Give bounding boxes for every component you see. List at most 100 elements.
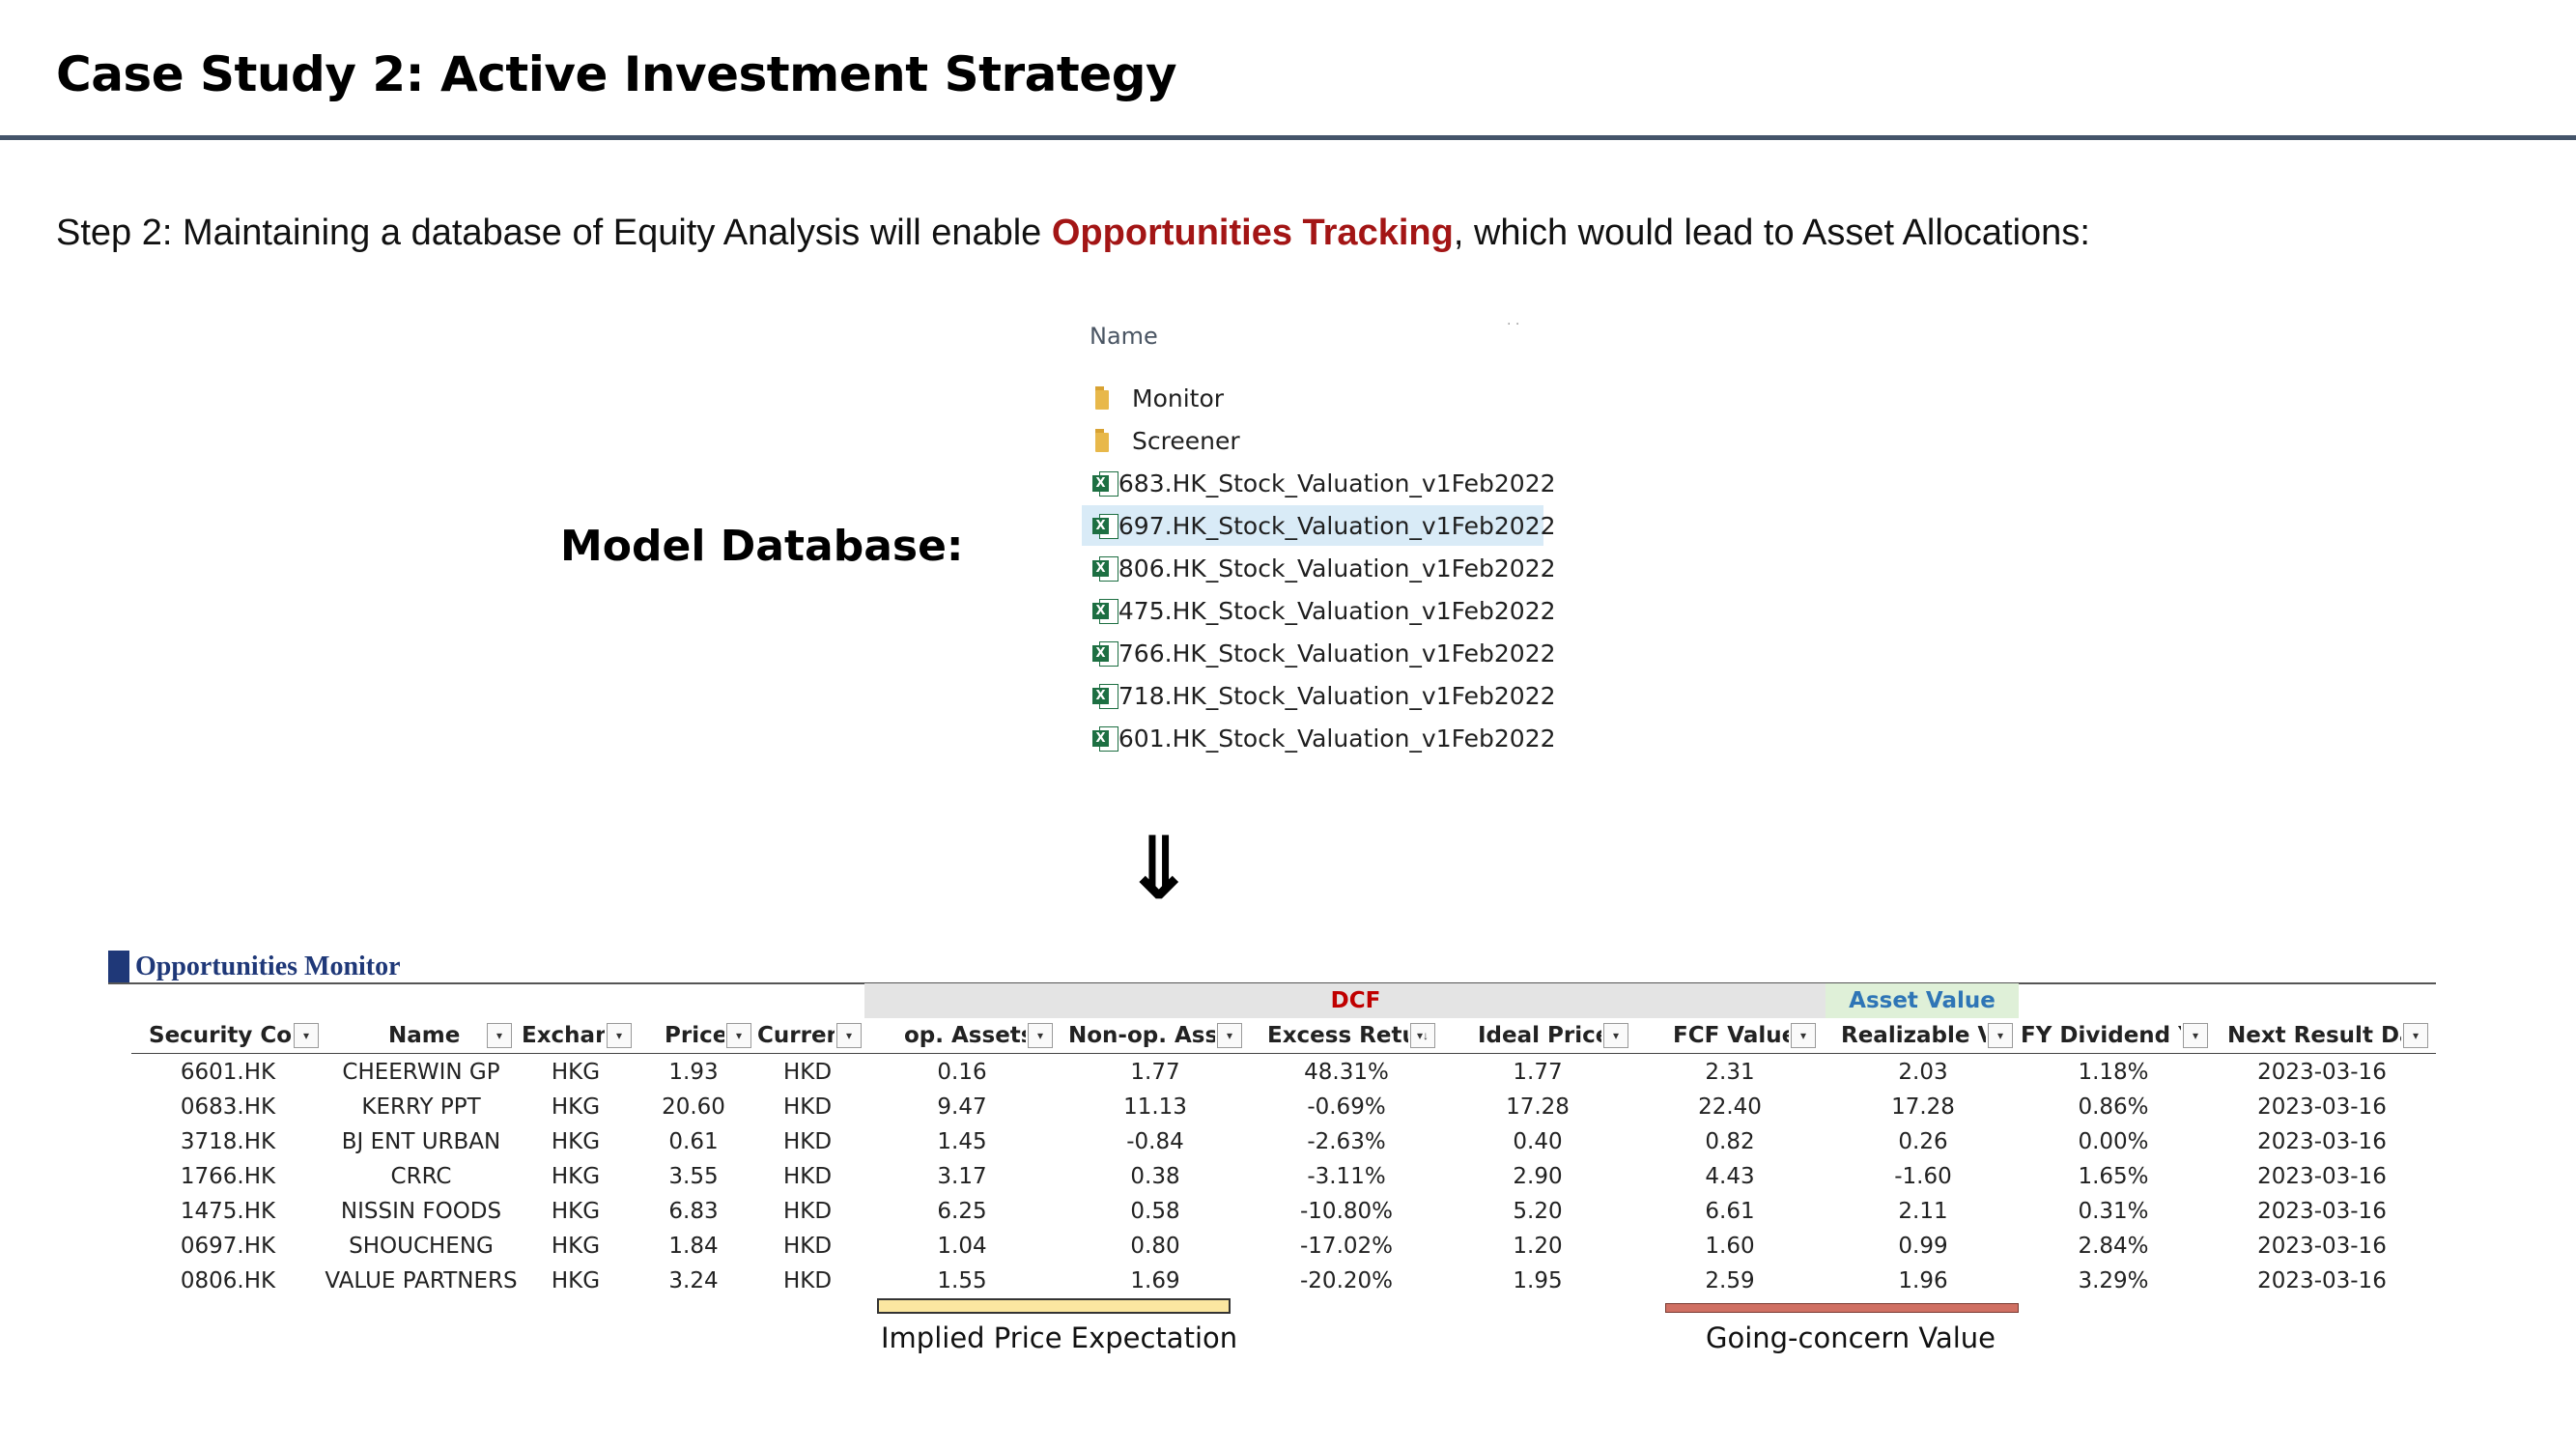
filter-dropdown-icon[interactable]: ▾ — [1028, 1023, 1053, 1048]
table-cell[interactable]: 0.82 — [1624, 1124, 1836, 1159]
table-cell[interactable]: 6.25 — [856, 1194, 1068, 1229]
file-item[interactable]: X 1766.HK_Stock_Valuation_v1Feb2022 — [1082, 633, 1543, 673]
table-cell[interactable]: 1.95 — [1431, 1264, 1644, 1298]
table-cell[interactable]: 0806.HK — [122, 1264, 334, 1298]
table-cell[interactable]: 0.16 — [856, 1055, 1068, 1090]
filter-dropdown-icon[interactable]: ▾ — [1988, 1023, 2013, 1048]
folder-item[interactable]: Monitor — [1082, 378, 1543, 418]
table-row[interactable]: 1766.HK CRRC HKG 3.55 HKD 3.17 0.38 -3.11% 2.90 4… — [131, 1159, 2436, 1194]
filter-dropdown-icon[interactable]: ▾ — [1791, 1023, 1816, 1048]
table-cell[interactable]: 3.17 — [856, 1159, 1068, 1194]
table-cell[interactable]: 6601.HK — [122, 1055, 334, 1090]
table-cell[interactable]: 2023-03-16 — [2216, 1159, 2428, 1194]
file-item[interactable]: X 0697.HK_Stock_Valuation_v1Feb2022 — [1082, 505, 1543, 546]
table-row[interactable]: 0697.HK SHOUCHENG HKG 1.84 HKD 1.04 0.80 -17.02… — [131, 1229, 2436, 1264]
table-cell[interactable]: 9.47 — [856, 1090, 1068, 1124]
table-cell[interactable]: -17.02% — [1240, 1229, 1453, 1264]
table-cell[interactable]: 1.04 — [856, 1229, 1068, 1264]
table-cell[interactable]: 2.03 — [1817, 1055, 2029, 1090]
column-header[interactable]: Next Result Dat — [2227, 1018, 2401, 1053]
table-cell[interactable]: 4.43 — [1624, 1159, 1836, 1194]
filter-dropdown-icon[interactable]: ▾ — [1603, 1023, 1628, 1048]
table-row[interactable]: 6601.HK CHEERWIN GP HKG 1.93 HKD 0.16 1.77 48.3… — [131, 1055, 2436, 1090]
column-resize-handle[interactable]: · · — [1507, 317, 1519, 332]
table-cell[interactable]: 17.28 — [1431, 1090, 1644, 1124]
file-item[interactable]: X 0683.HK_Stock_Valuation_v1Feb2022 — [1082, 463, 1543, 503]
table-cell[interactable]: 0.86% — [2007, 1090, 2220, 1124]
table-row[interactable]: 1475.HK NISSIN FOODS HKG 6.83 HKD 6.25 0.58 -10… — [131, 1194, 2436, 1229]
column-header[interactable]: Excess Retur — [1267, 1018, 1408, 1053]
table-cell[interactable]: 2.59 — [1624, 1264, 1836, 1298]
table-cell[interactable]: 1.77 — [1431, 1055, 1644, 1090]
filter-dropdown-icon[interactable]: ▾ — [2183, 1023, 2208, 1048]
table-cell[interactable]: 1.96 — [1817, 1264, 2029, 1298]
column-header[interactable]: Name — [388, 1018, 485, 1053]
column-header[interactable]: Ideal Price — [1478, 1018, 1601, 1053]
file-item[interactable]: X 1475.HK_Stock_Valuation_v1Feb2022 — [1082, 590, 1543, 631]
column-header[interactable]: Exchan — [522, 1018, 605, 1053]
table-cell[interactable]: 1.20 — [1431, 1229, 1644, 1264]
table-cell[interactable]: 11.13 — [1049, 1090, 1261, 1124]
table-cell[interactable]: 0.26 — [1817, 1124, 2029, 1159]
filter-dropdown-icon[interactable]: ▾ — [607, 1023, 632, 1048]
table-cell[interactable]: 2023-03-16 — [2216, 1229, 2428, 1264]
table-cell[interactable]: 2023-03-16 — [2216, 1055, 2428, 1090]
sort-filter-dropdown-icon[interactable]: ▾↓ — [1410, 1023, 1435, 1048]
filter-dropdown-icon[interactable]: ▾ — [726, 1023, 751, 1048]
filter-dropdown-icon[interactable]: ▾ — [487, 1023, 512, 1048]
table-cell[interactable]: -3.11% — [1240, 1159, 1453, 1194]
table-cell[interactable]: 0.40 — [1431, 1124, 1644, 1159]
table-cell[interactable]: -0.84 — [1049, 1124, 1261, 1159]
table-cell[interactable]: -10.80% — [1240, 1194, 1453, 1229]
table-cell[interactable]: 1.60 — [1624, 1229, 1836, 1264]
filter-dropdown-icon[interactable]: ▾ — [1217, 1023, 1242, 1048]
column-header[interactable]: Realizable VF — [1841, 1018, 1986, 1053]
table-cell[interactable]: -0.69% — [1240, 1090, 1453, 1124]
table-cell[interactable]: 1.55 — [856, 1264, 1068, 1298]
table-cell[interactable]: 1.77 — [1049, 1055, 1261, 1090]
table-cell[interactable]: 0.58 — [1049, 1194, 1261, 1229]
table-cell[interactable]: -2.63% — [1240, 1124, 1453, 1159]
table-row[interactable]: 0806.HK VALUE PARTNERS HKG 3.24 HKD 1.55 1.69 -… — [131, 1264, 2436, 1298]
table-cell[interactable]: 2023-03-16 — [2216, 1264, 2428, 1298]
table-row[interactable]: 0683.HK KERRY PPT HKG 20.60 HKD 9.47 11.13 -0.6… — [131, 1090, 2436, 1124]
table-cell[interactable]: 48.31% — [1240, 1055, 1453, 1090]
filter-dropdown-icon[interactable]: ▾ — [2403, 1023, 2428, 1048]
table-cell[interactable]: 2023-03-16 — [2216, 1124, 2428, 1159]
filter-dropdown-icon[interactable]: ▾ — [836, 1023, 862, 1048]
table-cell[interactable]: 1475.HK — [122, 1194, 334, 1229]
table-cell[interactable]: 17.28 — [1817, 1090, 2029, 1124]
table-cell[interactable]: -20.20% — [1240, 1264, 1453, 1298]
folder-item[interactable]: Screener — [1082, 420, 1543, 461]
table-cell[interactable]: 0.38 — [1049, 1159, 1261, 1194]
table-cell[interactable]: 2.84% — [2007, 1229, 2220, 1264]
column-header[interactable]: op. Assets — [904, 1018, 1026, 1053]
table-row[interactable]: 3718.HK BJ ENT URBAN HKG 0.61 HKD 1.45 -0.84 -2… — [131, 1124, 2436, 1159]
table-cell[interactable]: 3718.HK — [122, 1124, 334, 1159]
column-header[interactable]: Non-op. Asse — [1068, 1018, 1215, 1053]
file-item[interactable]: X 6601.HK_Stock_Valuation_v1Feb2022 — [1082, 718, 1543, 758]
table-cell[interactable]: 5.20 — [1431, 1194, 1644, 1229]
column-header[interactable]: Curren — [757, 1018, 835, 1053]
file-item[interactable]: X 0806.HK_Stock_Valuation_v1Feb2022 — [1082, 548, 1543, 588]
table-cell[interactable]: 1.45 — [856, 1124, 1068, 1159]
table-cell[interactable]: 0.80 — [1049, 1229, 1261, 1264]
table-cell[interactable]: 2.11 — [1817, 1194, 2029, 1229]
table-cell[interactable]: 2.90 — [1431, 1159, 1644, 1194]
column-header[interactable]: Security Cod — [149, 1018, 292, 1053]
table-cell[interactable]: 0683.HK — [122, 1090, 334, 1124]
table-cell[interactable]: 2.31 — [1624, 1055, 1836, 1090]
filter-dropdown-icon[interactable]: ▾ — [294, 1023, 319, 1048]
table-cell[interactable]: 0697.HK — [122, 1229, 334, 1264]
table-cell[interactable]: 6.61 — [1624, 1194, 1836, 1229]
table-cell[interactable]: 1766.HK — [122, 1159, 334, 1194]
table-cell[interactable]: 0.31% — [2007, 1194, 2220, 1229]
column-header[interactable]: Price — [665, 1018, 724, 1053]
table-cell[interactable]: 1.65% — [2007, 1159, 2220, 1194]
column-header[interactable]: FY Dividend Yi — [2021, 1018, 2181, 1053]
table-cell[interactable]: 1.18% — [2007, 1055, 2220, 1090]
table-cell[interactable]: 2023-03-16 — [2216, 1194, 2428, 1229]
table-cell[interactable]: 3.29% — [2007, 1264, 2220, 1298]
table-cell[interactable]: 22.40 — [1624, 1090, 1836, 1124]
file-item[interactable]: X 3718.HK_Stock_Valuation_v1Feb2022 — [1082, 675, 1543, 716]
